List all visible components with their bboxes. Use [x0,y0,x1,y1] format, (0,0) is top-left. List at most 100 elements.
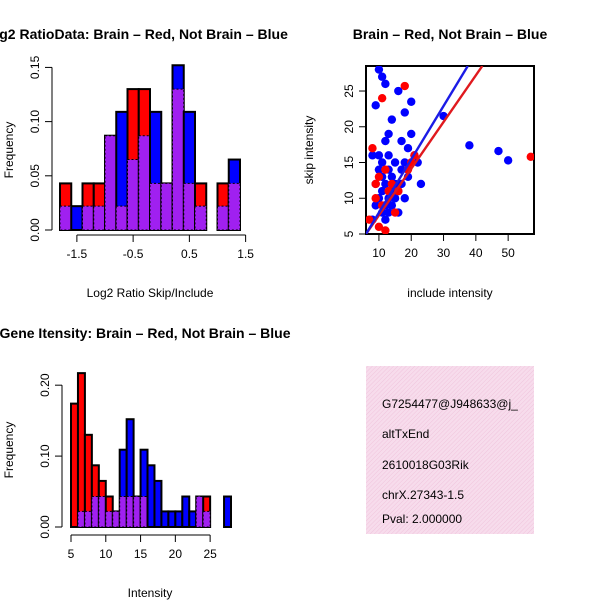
point-not-brain [390,158,400,167]
point-not-brain [377,72,387,81]
bar-overlap [105,510,114,528]
point-brain [368,144,377,153]
x-tick-label: 1.5 [237,247,254,261]
point-not-brain [381,179,390,189]
point-not-brain [381,215,390,224]
x-tick-label: -0.5 [123,247,144,261]
info-panel: G7254477@J948633@j_ altTxEnd 2610018G03R… [366,366,534,534]
bar-not-brain [181,495,191,529]
bar-overlap [82,205,95,231]
x-tick-label: 50 [501,246,515,260]
x-axis-label: Intensity [128,586,173,600]
point-not-brain [368,151,377,160]
point-not-brain [387,115,397,124]
point-not-brain [381,79,390,89]
x-axis-label: include intensity [407,286,492,300]
x-tick-label: 15 [134,547,148,561]
bar-not-brain [70,205,84,232]
y-axis-label: Frequency [2,422,16,479]
x-tick-label: 5 [68,547,75,561]
point-not-brain [403,144,413,153]
point-brain [526,152,534,161]
bar-overlap [202,510,211,528]
panel-gene-intensity-histogram: Gene Itensity: Brain – Red, Not Brain – … [0,325,291,600]
panel-title: Gene Itensity: Brain – Red, Not Brain – … [0,325,291,341]
point-brain [371,194,380,203]
info-background [366,366,534,534]
point-not-brain [494,146,503,156]
point-not-brain [400,194,409,203]
plot-frame [365,65,535,235]
point-not-brain [371,201,380,210]
bar-overlap [112,510,121,528]
bar-not-brain [153,479,163,528]
point-not-brain [377,158,387,167]
bar-overlap [133,496,142,528]
info-line-1: G7254477@J948633@j_ [382,397,518,411]
point-not-brain [387,201,397,210]
x-tick-label: 10 [372,246,386,260]
bar-not-brain [188,510,198,528]
point-not-brain [407,97,416,106]
y-tick-label: 0.00 [38,515,52,539]
bar-overlap [228,182,241,231]
y-axis-label: skip intensity [302,116,316,185]
bar-overlap [217,205,230,231]
y-tick-label: 0.10 [38,444,52,468]
point-not-brain [503,156,513,165]
panel-title: Brain – Red, Not Brain – Blue [353,26,548,42]
bar-overlap [77,510,86,528]
point-not-brain [400,108,409,117]
x-tick-label: -1.5 [67,247,88,261]
bar-overlap [59,205,72,231]
point-not-brain [384,129,393,139]
point-brain [366,215,374,224]
x-tick-label: 40 [469,246,483,260]
bar-not-brain [223,495,232,529]
bar-not-brain [160,510,170,528]
point-brain [374,172,384,182]
point-brain [381,165,390,174]
point-brain [390,208,400,217]
y-tick-label: 0.15 [28,55,42,79]
panel-intensity-scatter: Brain – Red, Not Brain – Blue include in… [302,26,547,300]
bar-overlap [149,182,162,231]
y-tick-label: 15 [342,156,356,170]
x-axis-label: Log2 Ratio Skip/Include [87,286,214,300]
fit-line-not-brain [366,66,469,234]
bar-overlap [84,510,93,528]
y-axis-label: Frequency [2,122,16,179]
info-line-3: 2610018G03Rik [382,458,470,472]
point-not-brain [397,136,406,146]
info-line-4: chrX.27343-1.5 [382,488,464,502]
x-tick-label: 30 [437,246,451,260]
panel-title: Log2 RatioData: Brain – Red, Not Brain –… [0,26,288,42]
point-not-brain [394,86,403,96]
bar-overlap [138,135,151,231]
point-not-brain [374,151,384,160]
point-not-brain [381,136,390,146]
y-tick-label: 5 [342,230,356,237]
bar-overlap [183,182,196,231]
point-not-brain [374,66,384,74]
x-tick-label: 0.5 [181,247,198,261]
bar-overlap [172,88,185,231]
bar-not-brain [167,510,177,528]
bar-overlap [140,496,149,528]
bar-overlap [195,496,204,528]
y-tick-label: 25 [342,84,356,98]
bar-overlap [160,182,173,231]
point-not-brain [465,141,474,150]
point-brain [381,226,390,234]
fit-line-brain [366,66,484,234]
bar-overlap [104,135,117,231]
y-tick-label: 20 [342,120,356,134]
point-not-brain [407,129,416,139]
y-tick-label: 0.00 [28,218,42,242]
point-not-brain [374,165,384,174]
bar-brain [70,402,79,529]
point-not-brain [377,186,387,196]
scatter-points [366,66,534,234]
